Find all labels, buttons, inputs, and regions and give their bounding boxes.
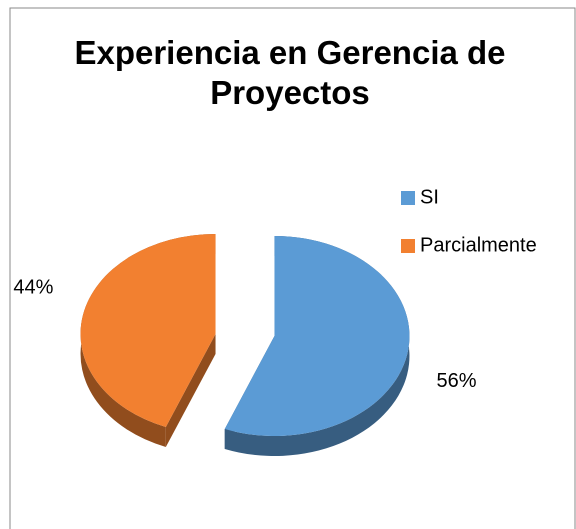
pie-slice bbox=[224, 236, 410, 437]
legend-swatch bbox=[401, 191, 415, 205]
chart-title: Experiencia en Gerencia de Proyectos bbox=[74, 34, 505, 111]
legend-swatch bbox=[401, 239, 415, 253]
pie-slice bbox=[80, 233, 216, 427]
data-label: 56% bbox=[437, 370, 477, 392]
legend-label: Parcialmente bbox=[420, 234, 537, 256]
legend-label: SI bbox=[420, 186, 439, 208]
data-label: 44% bbox=[13, 277, 53, 299]
slice-side bbox=[224, 236, 410, 457]
slice-side bbox=[165, 333, 216, 447]
